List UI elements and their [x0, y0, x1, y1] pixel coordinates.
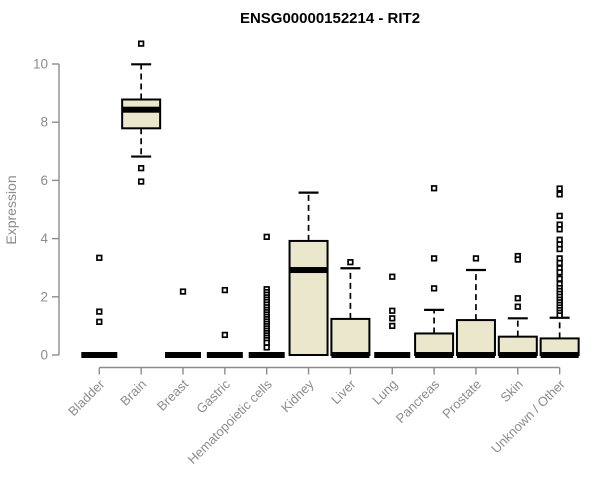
x-category-label: Prostate	[439, 377, 484, 422]
median-bar	[81, 352, 118, 358]
boxplot-group	[206, 286, 243, 358]
y-tick-label: 0	[40, 348, 48, 363]
iqr-box	[414, 332, 455, 357]
outlier-point	[263, 344, 270, 351]
chart-title: ENSG00000152214 - RIT2	[240, 10, 420, 27]
outlier-point	[556, 269, 563, 276]
iqr-box	[330, 317, 371, 356]
x-category-label: Pancreas	[393, 376, 443, 426]
outlier-point	[556, 275, 563, 282]
median-bar	[122, 106, 161, 113]
median-bar	[456, 352, 495, 358]
boxplot-group	[539, 185, 580, 358]
outlier-point	[556, 226, 563, 233]
outlier-point	[472, 255, 480, 262]
median-bar	[206, 352, 243, 358]
x-category-label: Bladder	[65, 376, 108, 419]
y-axis-title: Expression	[3, 175, 19, 244]
median-bar	[331, 352, 370, 358]
x-category-label: Breast	[154, 376, 191, 413]
outlier-point	[138, 178, 145, 185]
outlier-point	[221, 331, 229, 339]
outlier-point	[556, 259, 563, 267]
outlier-point	[430, 185, 438, 192]
boxplot-group	[374, 273, 411, 358]
median-bar	[248, 352, 285, 358]
outlier-point	[514, 295, 521, 302]
iqr-box	[288, 239, 329, 356]
y-tick-label: 8	[40, 115, 48, 130]
outlier-point	[556, 212, 563, 220]
outlier-point	[347, 259, 354, 266]
x-category-label: Gastric	[193, 376, 233, 416]
outlier-point	[96, 254, 103, 261]
x-category-label: Skin	[497, 377, 525, 405]
boxes-layer	[81, 40, 580, 358]
outlier-point	[221, 286, 229, 294]
outlier-point	[430, 255, 438, 262]
x-category-label: Kidney	[278, 376, 317, 415]
median-bar	[540, 352, 579, 358]
boxplot-group	[288, 191, 329, 356]
x-category-label: Unknown / Other	[488, 376, 568, 456]
outlier-point	[96, 308, 103, 315]
outlier-point	[389, 322, 396, 330]
boxplot-group	[165, 288, 201, 358]
median-bar	[415, 352, 454, 358]
boxplot-group	[414, 185, 455, 358]
outlier-point	[96, 318, 103, 325]
outlier-point	[389, 273, 396, 280]
boxplot-group	[121, 40, 162, 185]
outlier-point	[389, 307, 396, 314]
outlier-point	[556, 245, 563, 253]
y-tick-label: 10	[33, 57, 48, 72]
x-category-label: Brain	[117, 377, 149, 409]
median-bar	[498, 352, 537, 358]
outlier-point	[556, 191, 563, 198]
boxplot-group	[497, 252, 538, 358]
median-bar	[374, 352, 411, 358]
boxplot-group	[81, 254, 118, 358]
outlier-point	[514, 303, 521, 310]
outlier-point	[430, 285, 438, 292]
median-bar	[289, 267, 328, 274]
x-category-label: Liver	[328, 376, 359, 407]
outlier-point	[514, 256, 521, 263]
iqr-box	[121, 98, 162, 130]
outlier-point	[138, 165, 145, 172]
y-tick-label: 6	[40, 173, 48, 188]
outlier-point	[389, 315, 396, 322]
x-category-label: Lung	[369, 377, 400, 408]
boxplot-group	[248, 233, 285, 358]
outlier-point	[138, 40, 145, 47]
iqr-box	[455, 319, 496, 356]
outlier-point	[179, 288, 187, 295]
outlier-point	[263, 233, 270, 241]
y-tick-label: 4	[40, 231, 48, 246]
outlier-point	[556, 185, 563, 192]
y-tick-label: 2	[40, 289, 48, 304]
outlier-point	[556, 312, 563, 319]
boxplot-group	[330, 259, 371, 358]
boxplot-group	[455, 255, 496, 358]
median-bar	[165, 352, 201, 358]
